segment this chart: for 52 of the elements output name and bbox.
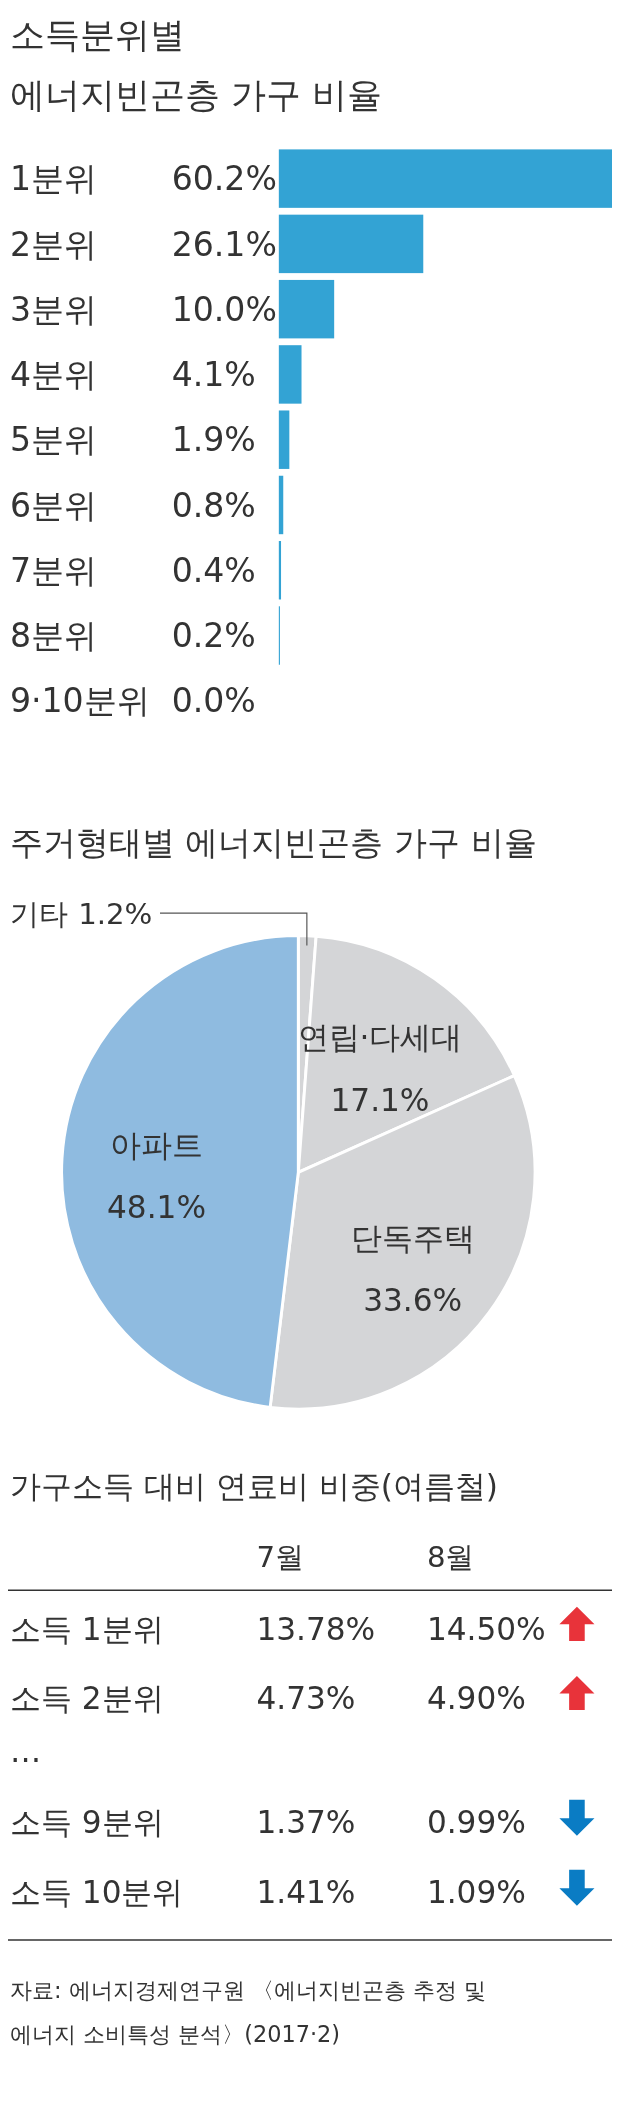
- bar: [278, 410, 290, 469]
- category-label: 소득 10분위: [9, 1873, 184, 1910]
- chart-title: 주거형태별 에너지빈곤층 가구 비율: [9, 822, 537, 862]
- data-label: 48.1%: [107, 1189, 207, 1226]
- y-tick-label: 8분위: [9, 616, 98, 656]
- bar: [278, 214, 424, 274]
- y-tick-label: 6분위: [9, 485, 98, 525]
- bar: [278, 149, 612, 208]
- data-label: 14.50%: [426, 1610, 546, 1647]
- data-label: 1.2%: [78, 896, 153, 931]
- y-tick-label: 2분위: [9, 224, 98, 264]
- data-label: 0.4%: [171, 550, 256, 590]
- bar: [278, 475, 284, 535]
- slice-label: 기타: [9, 896, 68, 931]
- y-tick-label: 9·10분위: [9, 681, 150, 721]
- data-label: 26.1%: [171, 224, 277, 264]
- slice-label: 연립·다세대: [297, 1019, 463, 1056]
- text: 가구소득 대비 연료비 비중(여름철): [9, 1467, 498, 1504]
- category-label: 소득 1분위: [9, 1610, 164, 1647]
- data-label: 4.1%: [171, 355, 256, 395]
- y-tick-label: 7분위: [9, 550, 98, 590]
- y-tick-label: 1분위: [9, 159, 98, 199]
- chart-title: 소득분위별 에너지빈곤층 가구 비율: [9, 14, 383, 116]
- category-label: 소득 9분위: [9, 1803, 164, 1840]
- data-label: 60.2%: [171, 159, 277, 199]
- bar: [278, 541, 282, 600]
- data-label: 0.0%: [171, 681, 256, 721]
- bar: [278, 279, 335, 339]
- y-tick-label: 5분위: [9, 420, 98, 460]
- data-label: 1.41%: [256, 1873, 356, 1910]
- category-label: …: [9, 1732, 42, 1769]
- data-label: 10.0%: [171, 289, 277, 329]
- data-label: 4.73%: [256, 1680, 356, 1717]
- data-label: 0.8%: [171, 485, 256, 525]
- y-tick-label: 3분위: [9, 289, 98, 329]
- data-label: 17.1%: [330, 1081, 430, 1118]
- category-label: 소득 2분위: [9, 1680, 164, 1717]
- data-label: 1.9%: [171, 420, 256, 460]
- data-label: 0.2%: [171, 616, 256, 656]
- text: 8월: [426, 1539, 475, 1574]
- slice-label: 단독주택: [350, 1219, 475, 1256]
- y-tick-label: 4분위: [9, 355, 98, 395]
- text: 7월: [256, 1539, 305, 1574]
- data-label: 1.09%: [426, 1873, 526, 1910]
- data-label: 33.6%: [363, 1282, 463, 1319]
- data-label: 1.37%: [256, 1803, 356, 1840]
- slice-label: 아파트: [110, 1127, 204, 1164]
- text: 자료: 에너지경제연구원 〈에너지빈곤층 추정 및 에너지 소비특성 분석〉(2017·2): [9, 1977, 486, 2048]
- bar: [278, 345, 302, 404]
- data-label: 4.90%: [426, 1680, 526, 1717]
- data-label: 13.78%: [256, 1610, 376, 1647]
- data-label: 0.99%: [426, 1803, 526, 1840]
